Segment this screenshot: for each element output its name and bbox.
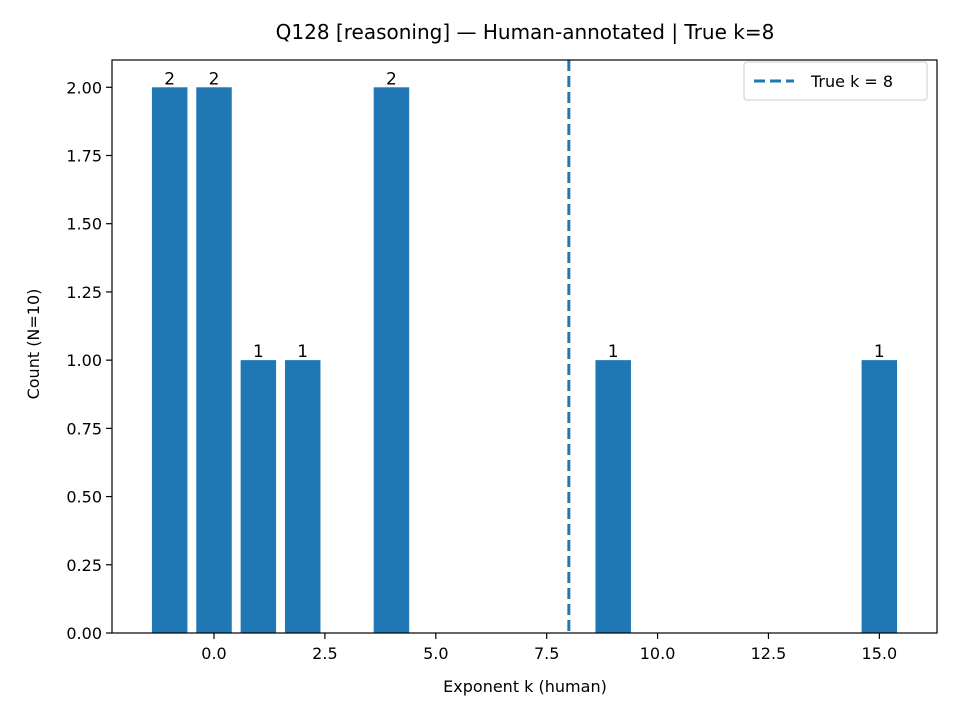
x-tick-label: 7.5 (534, 644, 559, 663)
bar-value-label: 2 (386, 69, 397, 89)
x-tick-label: 12.5 (751, 644, 787, 663)
y-tick-label: 1.75 (66, 147, 102, 166)
bar-value-label: 2 (209, 69, 220, 89)
y-axis-label: Count (N=10) (24, 289, 43, 400)
bar-value-label: 1 (253, 342, 264, 362)
y-tick-label: 0.75 (66, 419, 102, 438)
bar (151, 87, 188, 634)
bar (373, 87, 410, 634)
bar (240, 360, 277, 633)
legend-label: True k = 8 (810, 72, 893, 91)
bar-value-label: 1 (608, 342, 619, 362)
y-tick-label: 0.25 (66, 556, 102, 575)
bar-labels-layer: 2 2 1 1 2 1 1 (164, 69, 885, 362)
legend: True k = 8 (743, 61, 928, 101)
plot-frame (111, 59, 938, 634)
chart-title: Q128 [reasoning] — Human-annotated | Tru… (276, 20, 775, 44)
y-tick-label: 0.50 (66, 488, 102, 507)
legend-box (743, 61, 928, 101)
y-tick-label: 1.50 (66, 215, 102, 234)
bars-layer (151, 87, 898, 634)
x-tick-label: 2.5 (312, 644, 337, 663)
bar (861, 360, 898, 633)
x-axis-label: Exponent k (human) (443, 677, 607, 696)
y-tick-label: 0.00 (66, 624, 102, 643)
bar (284, 360, 321, 633)
bar-value-label: 1 (874, 342, 885, 362)
x-tick-label: 0.0 (201, 644, 226, 663)
x-tick-label: 5.0 (423, 644, 448, 663)
bar (595, 360, 631, 633)
x-tick-label: 15.0 (862, 644, 898, 663)
bar (196, 87, 232, 634)
y-tick-label: 2.00 (66, 78, 102, 97)
axes-layer: 0.0 2.5 5.0 7.5 10.0 12.5 15.0 0.00 0.25 0.50 0.75… (66, 59, 938, 663)
x-tick-label: 10.0 (640, 644, 676, 663)
y-tick-label: 1.00 (66, 351, 102, 370)
bar-value-label: 2 (164, 69, 175, 89)
bar-value-label: 1 (297, 342, 308, 362)
y-tick-label: 1.25 (66, 283, 102, 302)
